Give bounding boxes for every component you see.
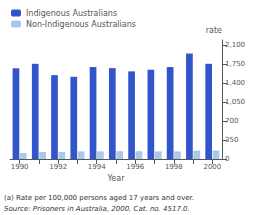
svg-text:1,400: 1,400	[225, 79, 245, 87]
svg-text:1990: 1990	[11, 163, 29, 171]
svg-text:1998: 1998	[165, 163, 183, 171]
svg-text:2,100: 2,100	[225, 41, 245, 49]
svg-text:0: 0	[225, 155, 229, 163]
svg-text:rate: rate	[206, 26, 222, 35]
svg-text:350: 350	[225, 136, 238, 144]
svg-text:700: 700	[225, 117, 238, 125]
svg-text:1,050: 1,050	[225, 98, 245, 106]
svg-text:(a) Rate per 100,000 persons a: (a) Rate per 100,000 persons aged 17 yea…	[4, 194, 194, 202]
svg-text:Non-Indigenous Australians: Non-Indigenous Australians	[26, 20, 136, 29]
svg-text:1994: 1994	[88, 163, 106, 171]
svg-text:1992: 1992	[49, 163, 67, 171]
svg-text:1,750: 1,750	[225, 60, 245, 68]
svg-text:1996: 1996	[126, 163, 144, 171]
svg-text:Year: Year	[107, 174, 126, 183]
svg-text:2000: 2000	[203, 163, 221, 171]
svg-text:Source: Prisoners in Australia: Source: Prisoners in Australia, 2000, Ca…	[4, 205, 190, 213]
svg-text:Indigenous Australians: Indigenous Australians	[26, 9, 117, 18]
